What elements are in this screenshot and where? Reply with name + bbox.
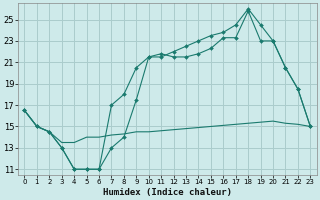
X-axis label: Humidex (Indice chaleur): Humidex (Indice chaleur) <box>103 188 232 197</box>
